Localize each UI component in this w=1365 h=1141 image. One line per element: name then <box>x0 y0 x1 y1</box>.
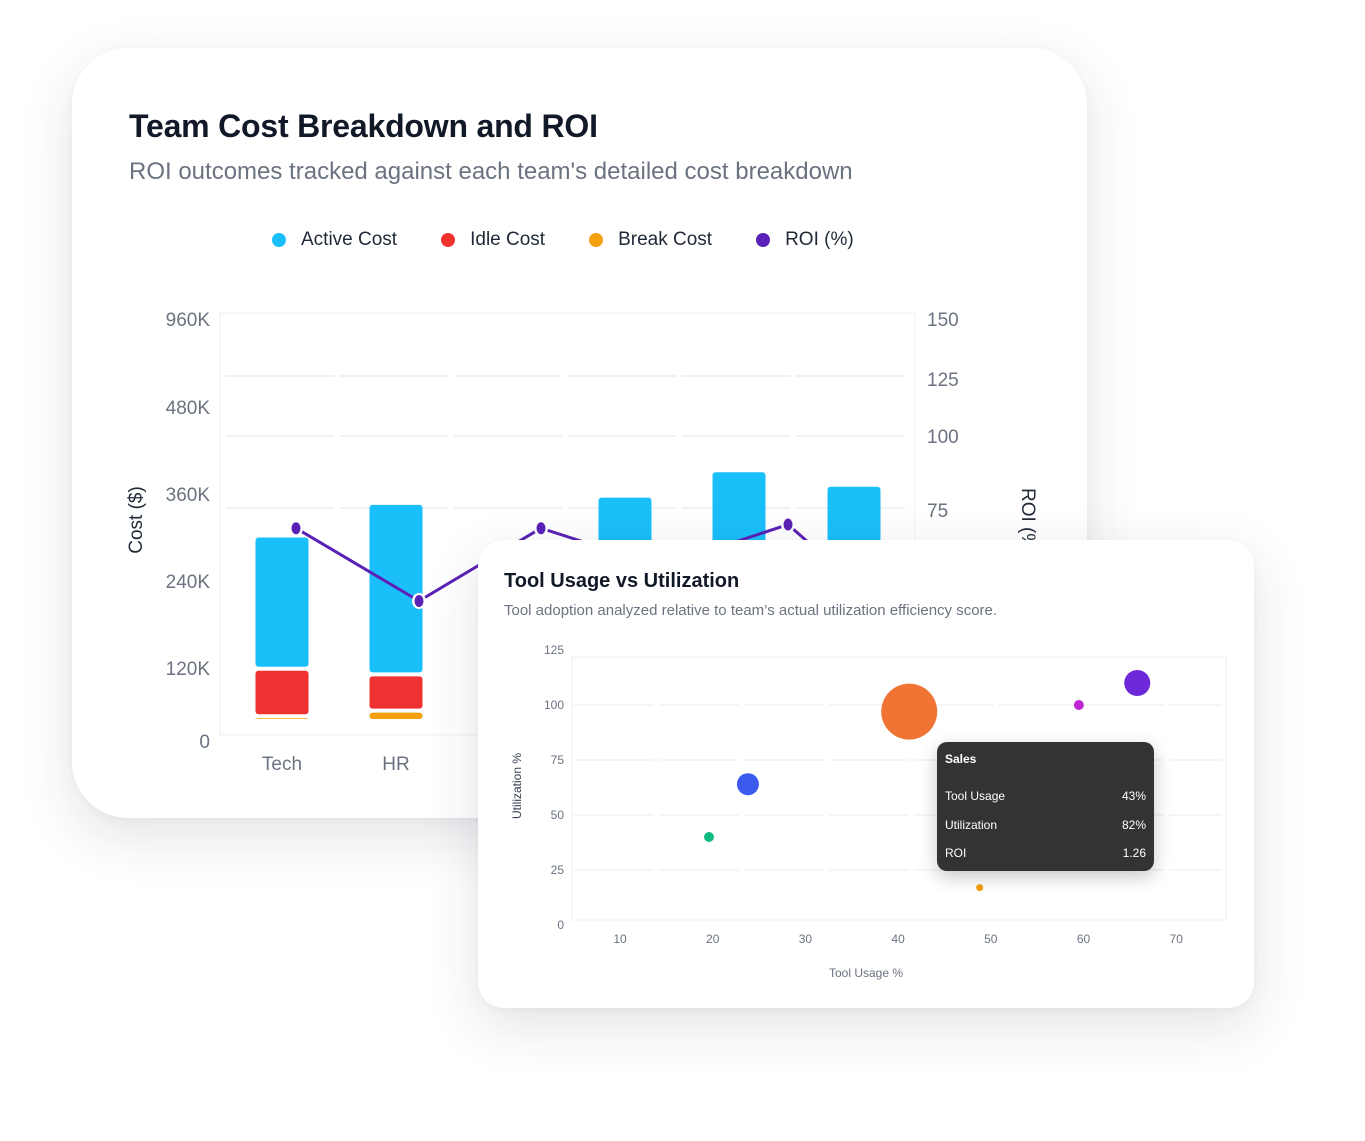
plot-border <box>571 656 1227 921</box>
tool-chart-subtitle: Tool adoption analyzed relative to team’… <box>504 602 998 619</box>
y2-tick-label: 150 <box>927 310 959 331</box>
legend-label-roi: ROI (%) <box>785 229 854 250</box>
y-axis-title: Cost ($) <box>126 486 147 554</box>
tooltip-label: Utilization <box>945 818 998 832</box>
tooltip-label: Tool Usage <box>945 789 1006 803</box>
x-tick-label: HR <box>382 754 409 775</box>
tooltip-row-roi: ROI 1.26 <box>945 846 1146 860</box>
x-tick-label: 40 <box>891 932 905 946</box>
y-tick-label: 120K <box>166 659 211 680</box>
tooltip-value: 43% <box>1121 789 1146 803</box>
y-tick-label: 100 <box>544 698 564 712</box>
x-tick-label: 30 <box>799 932 813 946</box>
x-tick-label: 20 <box>706 932 720 946</box>
y2-tick-label: 75 <box>927 501 948 522</box>
legend-dot-roi <box>756 233 771 247</box>
y-tick-label: 125 <box>544 643 564 657</box>
bubble-point <box>881 683 938 740</box>
legend-item-roi[interactable]: ROI (%) <box>756 229 854 251</box>
legend-dot-active-cost <box>272 233 286 247</box>
cost-chart-legend: Active Cost Idle Cost Break Cost ROI (%) <box>272 229 898 251</box>
x-tick-label: 50 <box>984 932 998 946</box>
bar-idle-cost <box>369 676 423 709</box>
y-axis-title: Utilization % <box>510 753 524 819</box>
x-axis-title: Tool Usage % <box>829 966 903 980</box>
x-tick-label: Tech <box>262 754 302 775</box>
x-tick-label: 70 <box>1170 932 1184 946</box>
bubble-point <box>736 773 759 796</box>
bubble-point <box>1124 670 1151 696</box>
tool-usage-card: Tool Usage vs Utilization Tool adoption … <box>478 540 1254 1008</box>
roi-point <box>414 595 424 607</box>
roi-point <box>536 522 546 535</box>
legend-item-active-cost[interactable]: Active Cost <box>272 229 397 251</box>
legend-item-idle-cost[interactable]: Idle Cost <box>441 229 545 251</box>
y-tick-label: 25 <box>551 863 565 877</box>
y-tick-label: 240K <box>166 572 211 593</box>
legend-label-break-cost: Break Cost <box>618 229 713 250</box>
tooltip-title: Sales <box>945 752 977 766</box>
tool-chart-title: Tool Usage vs Utilization <box>504 570 740 592</box>
y2-axis-title: ROI (% <box>1017 488 1038 550</box>
y-tick-label: 360K <box>166 485 211 506</box>
bar-idle-cost <box>255 670 309 715</box>
legend-label-active-cost: Active Cost <box>301 229 398 250</box>
bar-break-cost <box>369 712 423 719</box>
legend-item-break-cost[interactable]: Break Cost <box>589 229 712 251</box>
tooltip-row-tool-usage: Tool Usage 43% <box>945 789 1146 803</box>
y-tick-label: 0 <box>557 918 564 932</box>
legend-label-idle-cost: Idle Cost <box>470 229 546 250</box>
y-tick-label: 75 <box>551 753 565 767</box>
tooltip-row-utilization: Utilization 82% <box>945 818 1146 832</box>
y-tick-label: 480K <box>166 398 211 419</box>
tooltip-label: ROI <box>945 846 967 860</box>
tooltip-value: 82% <box>1121 818 1146 832</box>
cost-chart-title: Team Cost Breakdown and ROI <box>129 108 598 144</box>
tooltip-value: 1.26 <box>1122 846 1146 860</box>
bubble-point <box>1073 700 1084 710</box>
bubble-point <box>703 832 714 842</box>
x-tick-label: 10 <box>613 932 627 946</box>
legend-dot-break-cost <box>589 233 604 247</box>
legend-dot-idle-cost <box>441 233 456 247</box>
y-tick-label: 960K <box>166 310 211 331</box>
y-tick-label: 50 <box>551 808 565 822</box>
bubble-point <box>976 884 984 892</box>
roi-point <box>783 518 793 531</box>
bar-active-cost <box>255 537 309 667</box>
bar-break-cost <box>255 718 309 719</box>
y-tick-label: 0 <box>199 732 210 753</box>
cost-chart-subtitle: ROI outcomes tracked against each team's… <box>129 158 853 185</box>
x-tick-label: 60 <box>1077 932 1091 946</box>
y2-tick-label: 100 <box>927 427 959 448</box>
roi-point <box>291 522 301 535</box>
sales-tooltip: Sales Tool Usage 43% Utilization 82% ROI… <box>937 742 1154 871</box>
y2-tick-label: 125 <box>927 370 959 391</box>
